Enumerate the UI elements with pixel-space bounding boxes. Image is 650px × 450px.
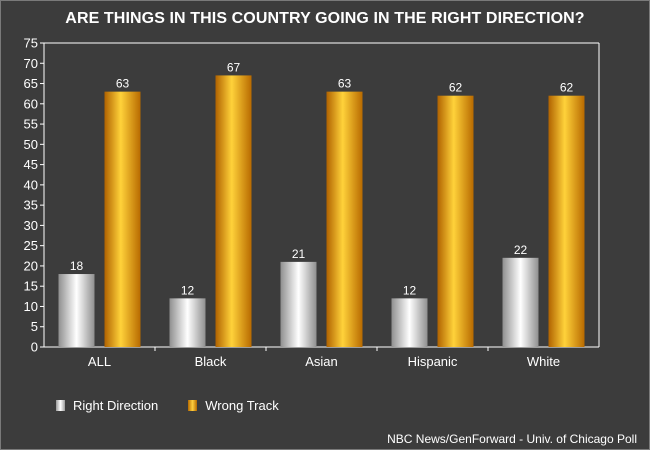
- category-label: Hispanic: [408, 354, 458, 369]
- legend-item-wrong-track: Wrong Track: [188, 398, 279, 413]
- bar-right-direction: [391, 298, 428, 347]
- y-tick-label: 35: [24, 198, 38, 213]
- y-tick-label: 0: [31, 340, 38, 355]
- category-label: White: [527, 354, 560, 369]
- bar-wrong-track: [215, 75, 252, 347]
- y-tick-label: 65: [24, 76, 38, 91]
- y-tick-label: 55: [24, 117, 38, 132]
- category-label: Black: [195, 354, 227, 369]
- y-tick-label: 45: [24, 157, 38, 172]
- chart-title: ARE THINGS IN THIS COUNTRY GOING IN THE …: [65, 10, 585, 27]
- bar-wrong-track: [326, 91, 363, 347]
- y-tick-label: 15: [24, 279, 38, 294]
- y-tick-label: 50: [24, 137, 38, 152]
- legend-label-right-direction: Right Direction: [73, 398, 159, 413]
- y-tick-label: 10: [24, 299, 38, 314]
- y-tick-label: 20: [24, 258, 38, 273]
- data-label: 62: [449, 81, 463, 95]
- data-label: 63: [338, 77, 352, 91]
- bar-wrong-track: [548, 95, 585, 348]
- y-tick-label: 30: [24, 218, 38, 233]
- legend-label-wrong-track: Wrong Track: [205, 398, 279, 413]
- bar-wrong-track: [437, 95, 474, 348]
- data-label: 62: [560, 81, 574, 95]
- bar-right-direction: [280, 261, 317, 347]
- y-tick-label: 5: [31, 319, 38, 334]
- data-label: 18: [70, 259, 84, 273]
- data-label: 21: [292, 247, 306, 261]
- source-note: NBC News/GenForward - Univ. of Chicago P…: [387, 432, 637, 446]
- data-label: 67: [227, 60, 241, 74]
- y-tick-label: 70: [24, 56, 38, 71]
- category-label: ALL: [88, 354, 111, 369]
- legend-swatch-wrong-track: [188, 400, 198, 411]
- data-label: 12: [403, 283, 417, 297]
- y-tick-label: 40: [24, 177, 38, 192]
- legend: Right Direction Wrong Track: [56, 398, 309, 413]
- legend-item-right-direction: Right Direction: [56, 398, 158, 413]
- data-label: 12: [181, 283, 195, 297]
- data-label: 63: [116, 77, 130, 91]
- bar-right-direction: [502, 257, 539, 347]
- y-tick-label: 25: [24, 238, 38, 253]
- legend-swatch-right-direction: [56, 400, 65, 411]
- data-label: 22: [514, 243, 528, 257]
- bar-wrong-track: [104, 91, 141, 347]
- y-tick-label: 75: [24, 36, 38, 51]
- bar-right-direction: [169, 298, 206, 347]
- y-tick-label: 60: [24, 96, 38, 111]
- category-label: Asian: [305, 354, 338, 369]
- bar-right-direction: [58, 274, 95, 347]
